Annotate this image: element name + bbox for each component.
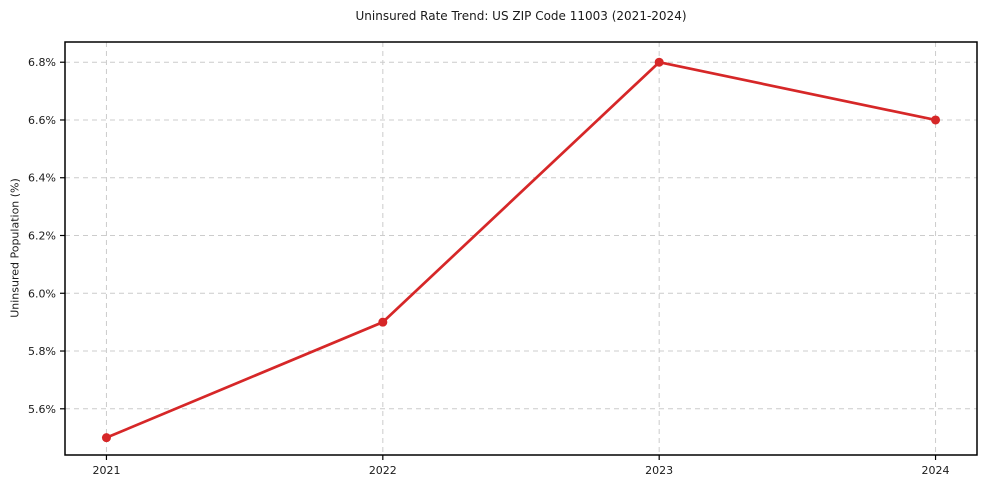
- plot-border: [64, 41, 978, 456]
- x-tick-label: 2022: [369, 464, 397, 477]
- chart-title: Uninsured Rate Trend: US ZIP Code 11003 …: [355, 9, 687, 23]
- y-tick-label: 6.4%: [28, 172, 56, 185]
- y-tick-label: 6.2%: [28, 230, 56, 243]
- y-tick-label: 6.6%: [28, 114, 56, 127]
- x-tick-label: 2023: [645, 464, 673, 477]
- data-point: [931, 115, 941, 125]
- y-tick-label: 5.6%: [28, 403, 56, 416]
- y-tick-label: 5.8%: [28, 345, 56, 358]
- y-tick-label: 6.8%: [28, 56, 56, 69]
- data-point: [654, 57, 664, 67]
- x-tick-label: 2024: [922, 464, 950, 477]
- x-tick-label: 2021: [92, 464, 120, 477]
- y-tick-label: 6.0%: [28, 287, 56, 300]
- trend-line: [105, 60, 937, 440]
- data-point: [378, 317, 388, 327]
- data-point: [101, 433, 111, 443]
